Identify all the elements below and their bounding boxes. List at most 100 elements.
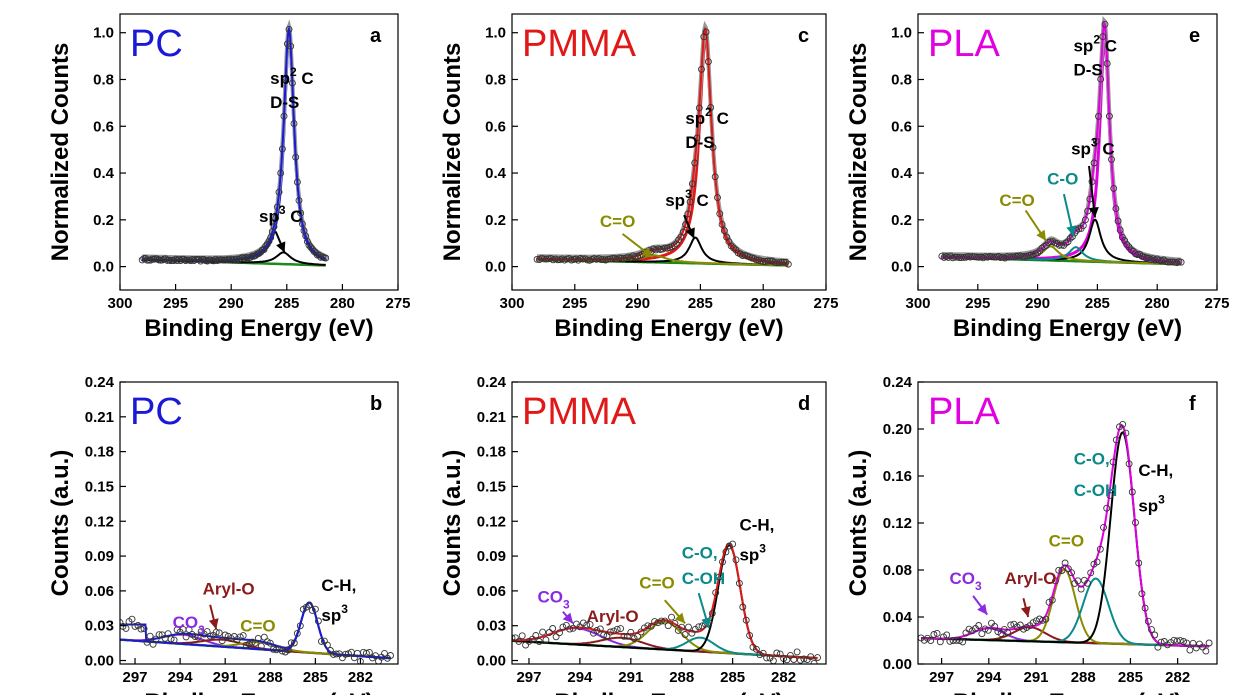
chart-d-data-point <box>756 651 764 659</box>
chart-d-data-point <box>518 632 526 640</box>
chart-c-data-point <box>771 258 779 266</box>
chart-e-data-point <box>1099 33 1107 41</box>
chart-f-arrowhead-co3 <box>977 603 988 615</box>
chart-c-data-point <box>688 180 696 188</box>
chart-c-data-point <box>684 210 692 218</box>
chart-f-data-point <box>1189 639 1197 647</box>
chart-f-polymer-label: PLA <box>928 391 1000 433</box>
chart-d-arrowhead-co3 <box>562 612 574 624</box>
chart-d-xlabel: Binding Energy (eV) <box>554 689 783 695</box>
chart-b-xtick-label: 294 <box>168 669 194 686</box>
chart-d-data-point <box>610 627 618 635</box>
chart-d-data-point <box>528 635 536 643</box>
chart-c-polymer-label: PMMA <box>522 23 637 65</box>
chart-c-ytick-label: 0.8 <box>485 71 506 88</box>
chart-c-data-point <box>716 210 724 218</box>
chart-e-data-point <box>958 254 965 262</box>
chart-d-frame <box>511 381 827 665</box>
chart-a-data-point <box>270 223 278 231</box>
chart-b-data-point <box>167 635 175 643</box>
chart-a-data-point <box>172 255 180 263</box>
chart-b-data-point <box>170 636 178 644</box>
chart-e-annotation-co: C=O <box>999 191 1034 210</box>
chart-d-xtick-label: 291 <box>618 669 643 686</box>
chart-f-data-point <box>943 631 951 639</box>
chart-f-data-point <box>1087 569 1095 577</box>
chart-d-data-point <box>695 623 703 631</box>
chart-c-data-point <box>752 256 760 264</box>
chart-d-data-point <box>579 619 587 627</box>
chart-b-frame <box>119 381 399 665</box>
chart-a-data-point <box>153 255 161 263</box>
chart-d-data-point <box>807 653 815 661</box>
chart-a-data-point <box>170 257 178 264</box>
chart-d-data-point <box>668 613 675 621</box>
chart-f-data-point <box>1157 638 1165 646</box>
chart-b-data-point <box>332 650 340 658</box>
chart-b-data-point <box>308 606 316 614</box>
chart-c-data-point <box>720 227 728 235</box>
chart-c-ytick-label: 0.6 <box>485 118 506 135</box>
chart-a-xtick-label: 300 <box>107 295 132 312</box>
chart-d-data-point <box>637 628 645 636</box>
chart-c-data-point <box>679 228 687 236</box>
chart-d-plot-area <box>512 540 821 664</box>
chart-d-data-point <box>752 645 760 653</box>
chart-e-panel-letter: e <box>1189 25 1200 47</box>
chart-b-data-point <box>137 625 145 633</box>
chart-f-data-point <box>965 625 973 633</box>
chart-d-data-point <box>722 548 730 556</box>
chart-d-data-point <box>797 656 804 664</box>
chart-a-data-point <box>298 220 306 228</box>
chart-d-xtick-label: 282 <box>771 669 796 686</box>
chart-a-data-point <box>158 256 166 264</box>
chart-b-data-point <box>120 619 124 627</box>
chart-d-annotation-ch: C-H, <box>739 516 774 535</box>
chart-d-ytick-label: 0.00 <box>477 653 506 670</box>
chart-d-data-point <box>552 633 560 641</box>
chart-a-data-point <box>225 256 233 264</box>
chart-e-data-point <box>1095 112 1102 120</box>
chart-e-data-point <box>1058 241 1065 249</box>
chart-d-data-point <box>776 650 784 658</box>
chart-c-data-point <box>704 58 712 66</box>
chart-b-data-point <box>362 649 370 657</box>
chart-c-data-point <box>606 255 614 263</box>
chart-d-arrowhead-co <box>674 612 686 624</box>
chart-c-ytick-label: 0.4 <box>485 165 507 182</box>
chart-c-data-point <box>631 253 639 261</box>
chart-d-data-point <box>786 651 794 659</box>
chart-f-xlabel: Binding Energy (eV) <box>953 689 1182 695</box>
chart-a-data-point <box>293 178 301 186</box>
chart-d-data-point <box>800 655 808 663</box>
chart-a-data-point <box>262 242 270 250</box>
chart-f: 297 294 291 288 285 282 0.00 0.04 0.08 0.12 0.16 0.… <box>845 374 1218 695</box>
chart-d-data-point <box>732 556 740 564</box>
chart-c-data-point <box>775 259 783 267</box>
chart-c-data-point <box>670 242 678 250</box>
chart-a-xtick-label: 295 <box>163 295 188 312</box>
chart-b-arrowhead-arylo <box>208 618 219 630</box>
chart-d-data-point <box>532 632 540 639</box>
chart-a-data-point <box>235 256 243 263</box>
chart-a-ytick-label: 0.0 <box>93 259 114 276</box>
chart-c-data-point <box>723 233 731 241</box>
chart-e-data-point <box>1001 254 1009 262</box>
chart-d-ytick-label: 0.03 <box>477 618 506 635</box>
chart-e-data-point <box>1134 251 1142 259</box>
chart-d-data-point <box>556 629 563 637</box>
chart-b-ytick-label: 0.06 <box>85 583 114 600</box>
chart-b-annotation-co3: CO3 <box>173 613 206 637</box>
chart-b-data-point <box>365 648 373 656</box>
chart-d-data-point <box>681 631 689 638</box>
chart-e-plot-area <box>938 15 1185 267</box>
chart-a-data-point <box>188 255 196 263</box>
chart-f-data-point <box>1068 569 1075 577</box>
chart-a-data-point <box>278 145 286 153</box>
chart-c-data-point <box>661 244 669 252</box>
chart-c-peak-0 <box>536 36 789 266</box>
chart-d: 297 294 291 288 285 282 0.00 0.03 0.06 0.09 0.12 0.… <box>439 374 827 695</box>
chart-d-data-point <box>627 628 635 636</box>
chart-b-ytick-label: 0.00 <box>85 653 114 670</box>
chart-e-data-point <box>1092 137 1100 145</box>
